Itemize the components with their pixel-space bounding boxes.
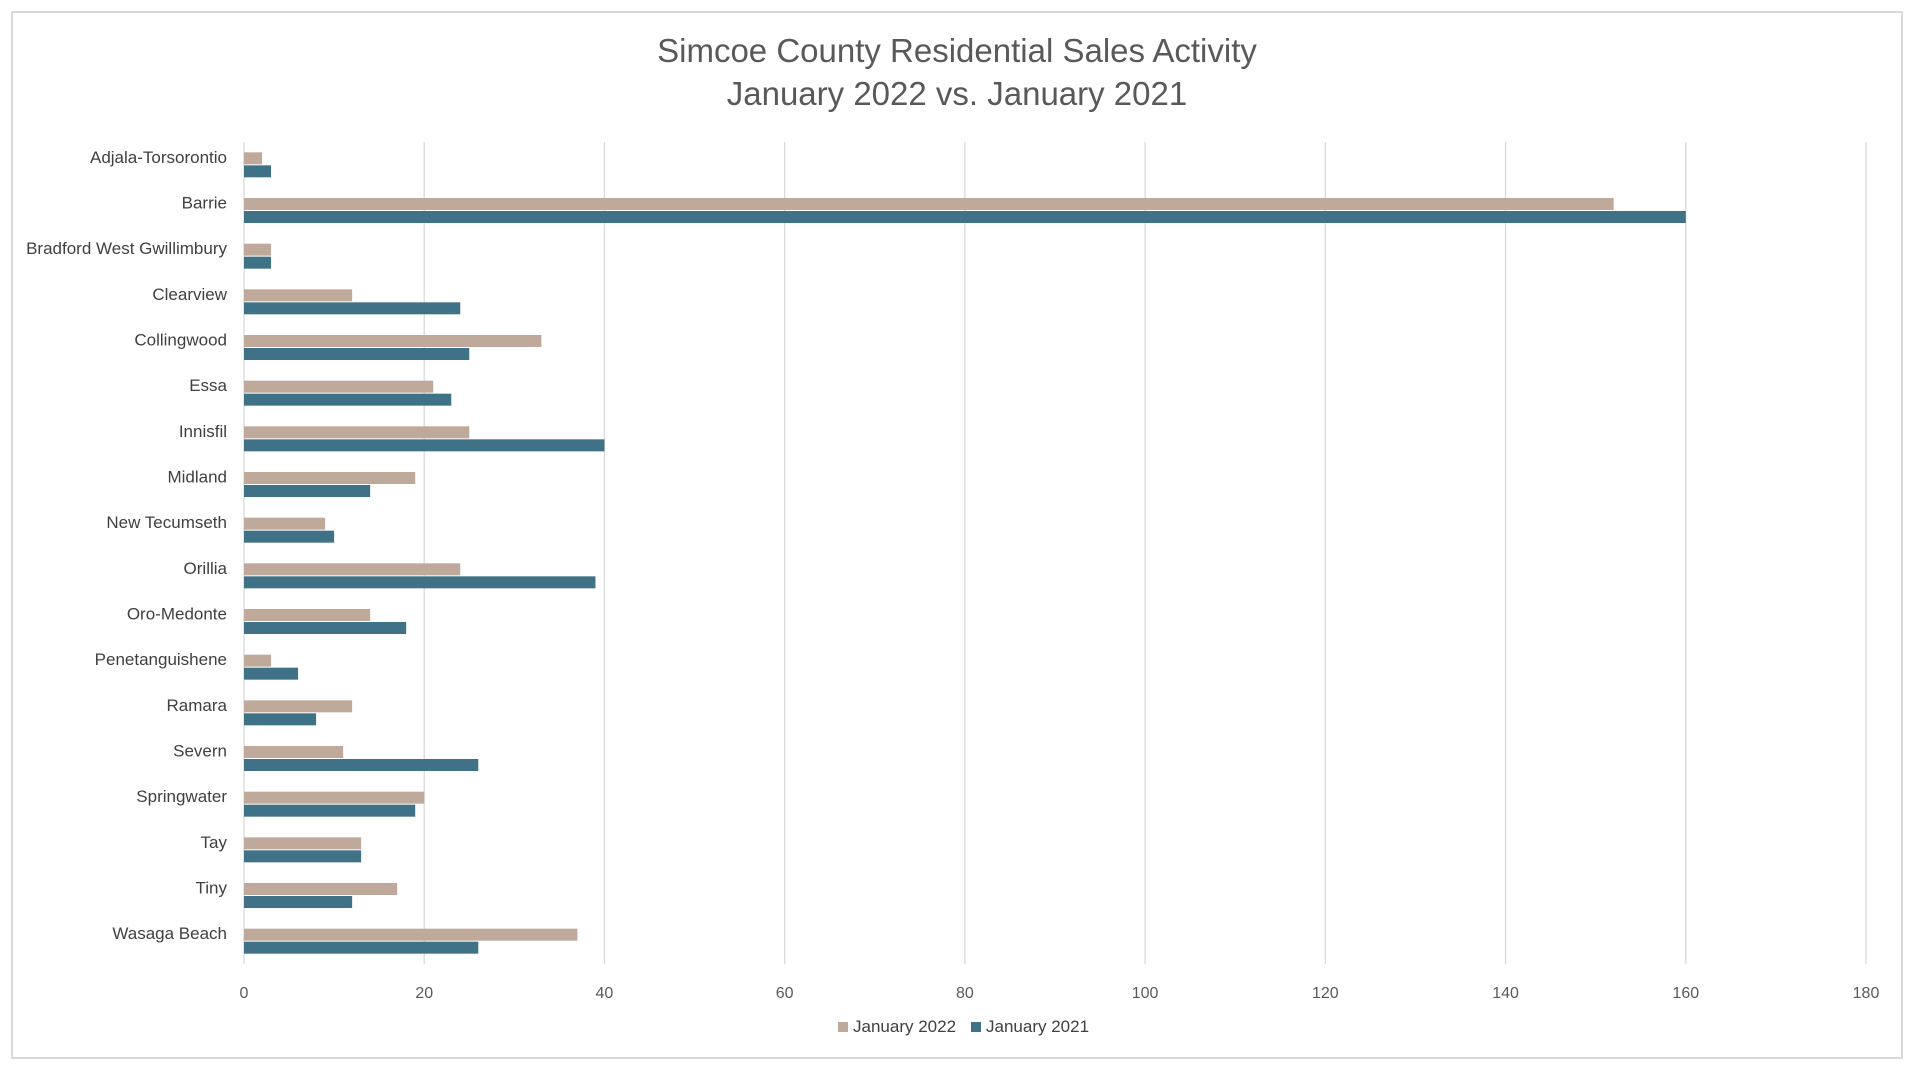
bar-january-2022 (244, 700, 353, 713)
category-label: Adjala-Torsorontio (90, 148, 227, 167)
category-label: Midland (167, 468, 227, 487)
bar-january-2022 (244, 243, 272, 256)
category-label: Tiny (196, 879, 228, 898)
bar-january-2021 (244, 667, 299, 680)
category-label: Innisfil (179, 422, 227, 441)
bar-january-2021 (244, 804, 416, 817)
x-tick-label: 60 (776, 985, 794, 1002)
bar-january-2022 (244, 517, 326, 530)
chart-title: Simcoe County Residential Sales Activity (657, 32, 1257, 69)
bar-january-2021 (244, 576, 596, 589)
legend: January 2022 January 2021 (838, 1017, 1089, 1036)
bar-january-2022 (244, 791, 425, 804)
category-label: Oro-Medonte (127, 605, 227, 624)
bar-january-2022 (244, 152, 263, 165)
x-tick-label: 120 (1312, 985, 1339, 1002)
bar-january-2022 (244, 472, 416, 484)
gridlines (243, 142, 1867, 964)
category-label: Clearview (152, 285, 227, 304)
x-tick-label: 100 (1132, 985, 1159, 1002)
bar-january-2022 (244, 609, 371, 621)
bar-january-2022 (244, 563, 461, 576)
bar-january-2022 (244, 335, 542, 347)
x-tick-label: 20 (415, 985, 433, 1002)
bar-january-2022 (244, 746, 344, 758)
x-tick-label: 180 (1853, 985, 1880, 1002)
category-label: Tay (201, 833, 228, 852)
category-label: Collingwood (134, 331, 227, 350)
x-tick-label: 80 (956, 985, 974, 1002)
x-tick-label: 0 (240, 985, 249, 1002)
bar-january-2021 (244, 530, 335, 543)
bar-january-2021 (244, 622, 407, 634)
bar-january-2021 (244, 896, 353, 908)
bar-january-2021 (244, 256, 272, 269)
category-labels: Adjala-Torsorontio Barrie Bradford West Gw… (26, 148, 228, 943)
bar-january-2022 (244, 837, 362, 850)
bar-january-2021 (244, 713, 317, 726)
category-label: Barrie (182, 194, 227, 213)
bar-january-2022 (244, 198, 1614, 210)
category-label: Penetanguishene (95, 650, 227, 669)
bar-january-2022 (244, 654, 272, 667)
chart-subtitle: January 2022 vs. January 2021 (727, 75, 1187, 112)
x-tick-label: 160 (1672, 985, 1699, 1002)
category-label: Springwater (136, 787, 227, 806)
bar-january-2021 (244, 165, 272, 178)
legend-label: January 2022 (853, 1017, 956, 1036)
bar-january-2022 (244, 928, 578, 941)
legend-swatch (838, 1022, 848, 1032)
x-tick-label: 140 (1492, 985, 1519, 1002)
bar-january-2021 (244, 850, 362, 863)
bar-january-2021 (244, 485, 371, 497)
category-label: Severn (173, 742, 227, 761)
bars (244, 152, 1686, 954)
bar-january-2021 (244, 393, 452, 406)
legend-swatch (971, 1022, 981, 1032)
bar-january-2021 (244, 439, 605, 452)
bar-january-2021 (244, 348, 470, 360)
bar-january-2021 (244, 211, 1686, 223)
category-label: New Tecumseth (106, 513, 227, 532)
bar-january-2022 (244, 289, 353, 302)
bar-january-2022 (244, 426, 470, 439)
bar-january-2021 (244, 941, 479, 954)
bar-january-2021 (244, 759, 479, 771)
legend-label: January 2021 (986, 1017, 1089, 1036)
bar-january-2021 (244, 302, 461, 315)
category-label: Bradford West Gwillimbury (26, 239, 227, 258)
x-tick-label: 40 (596, 985, 614, 1002)
category-label: Wasaga Beach (112, 924, 227, 943)
category-label: Ramara (167, 696, 228, 715)
category-label: Essa (189, 376, 227, 395)
x-axis-ticks: 0 20 40 60 80 100 120 140 160 180 (240, 985, 1880, 1002)
bar-january-2022 (244, 883, 398, 895)
bar-january-2022 (244, 380, 434, 393)
category-label: Orillia (184, 559, 228, 578)
